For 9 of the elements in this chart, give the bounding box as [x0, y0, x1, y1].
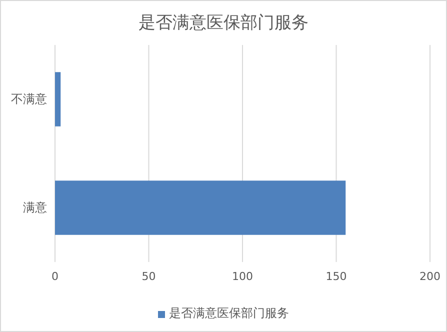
x-tick-label: 100: [232, 270, 253, 283]
x-tick-label: 150: [326, 270, 347, 283]
chart-title: 是否满意医保部门服务: [138, 13, 308, 33]
x-tick-label: 50: [142, 270, 156, 283]
x-tick-label: 200: [420, 270, 440, 283]
legend-label: 是否满意医保部门服务: [169, 306, 289, 320]
y-tick-label: 满意: [23, 200, 47, 215]
y-tick-label: 不满意: [11, 92, 47, 106]
x-tick-label: 0: [52, 270, 58, 283]
